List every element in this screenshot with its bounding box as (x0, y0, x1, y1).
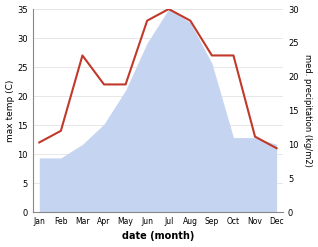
X-axis label: date (month): date (month) (122, 231, 194, 242)
Y-axis label: max temp (C): max temp (C) (5, 79, 15, 142)
Y-axis label: med. precipitation (kg/m2): med. precipitation (kg/m2) (303, 54, 313, 167)
